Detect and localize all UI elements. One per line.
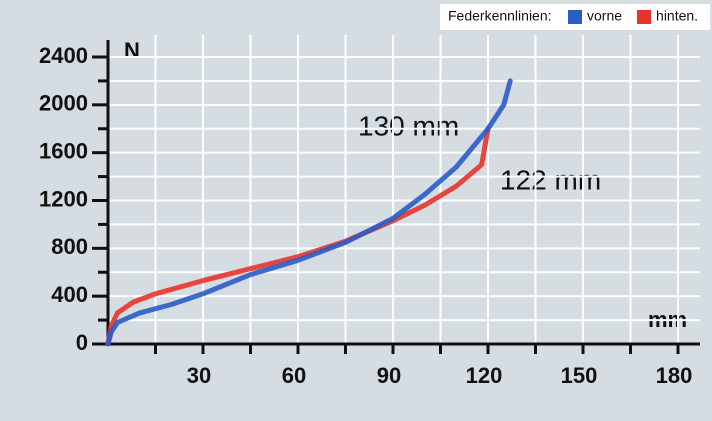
- legend-label: hinten.: [656, 8, 698, 24]
- y-tick-label: 2000: [39, 91, 88, 116]
- x-tick-label: 60: [282, 363, 306, 388]
- legend-title: Federkennlinien:: [448, 8, 552, 24]
- legend-label: vorne: [587, 8, 622, 24]
- x-tick-label: 120: [466, 363, 503, 388]
- series-line: [105, 78, 513, 347]
- y-tick-label: 800: [51, 234, 88, 259]
- annotation: 130 mm: [358, 110, 459, 141]
- legend-swatch: [637, 10, 652, 24]
- y-tick-label: 400: [51, 282, 88, 307]
- y-tick-label: 0: [76, 330, 88, 355]
- y-tick-label: 2400: [39, 43, 88, 68]
- y-tick-label: 1600: [39, 138, 88, 163]
- legend-swatch: [568, 10, 582, 24]
- x-tick-label: 90: [377, 363, 401, 388]
- y-tick-label: 1200: [39, 186, 88, 211]
- y-axis-label: N: [124, 38, 140, 63]
- x-tick-label: 150: [561, 363, 598, 388]
- annotation: 122 mm: [500, 164, 601, 195]
- x-tick-label: 180: [656, 363, 693, 388]
- x-tick-label: 30: [187, 363, 211, 388]
- grid: [108, 35, 700, 345]
- series-line: [105, 126, 491, 347]
